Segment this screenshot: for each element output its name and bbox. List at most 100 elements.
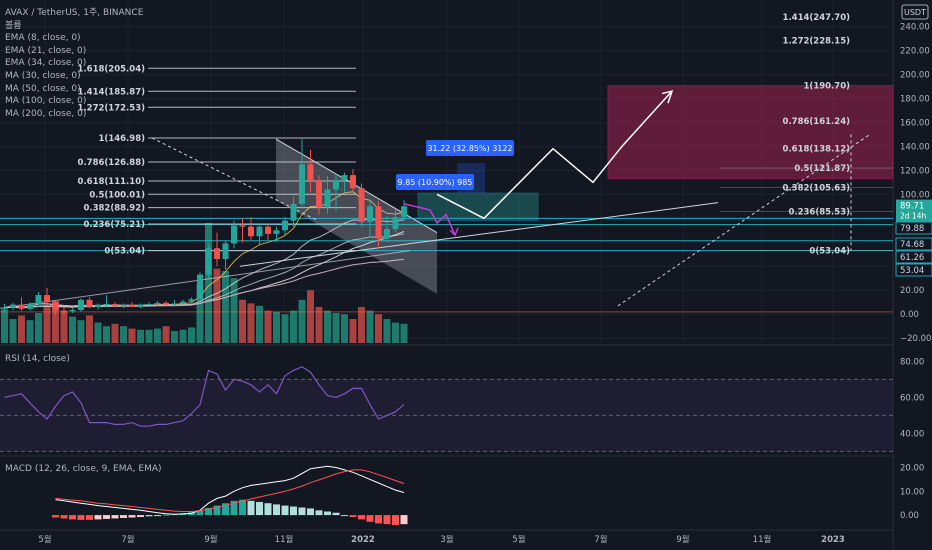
rsi-title[interactable]: RSI (14, close): [5, 354, 70, 364]
symbol-title[interactable]: AVAX / TetherUS, 1주, BINANCE: [5, 8, 144, 18]
volume-label[interactable]: 볼륨: [5, 20, 22, 31]
candle-body: [222, 243, 229, 260]
candle-body: [290, 203, 297, 221]
price-axis[interactable]: USDT 240.00 220.00 200.00 180.00 160.00 140.00…: [894, 0, 932, 550]
macd-histogram-bar: [145, 515, 153, 517]
measure-badge-text: 31.22 (32.85%) 3122: [427, 144, 512, 153]
candle-body: [1, 307, 8, 309]
fib-level-label: 0(53.04): [104, 247, 145, 257]
fib-level-label: 1.272(172.53): [78, 103, 146, 113]
volume-bar: [324, 310, 331, 343]
fib-level-label: 1.414(247.70): [783, 13, 851, 23]
macd-histogram-bar: [264, 503, 272, 516]
macd-pane: [52, 465, 408, 526]
candle-body: [112, 304, 118, 306]
volume-bar: [349, 319, 357, 343]
volume-bar: [222, 271, 229, 343]
volume-bar: [128, 328, 136, 343]
candle-body: [180, 301, 186, 304]
volume-bar: [213, 268, 221, 343]
volume-bar: [298, 299, 306, 343]
trendline-rising: [239, 202, 719, 267]
candle-body: [248, 226, 254, 237]
volume-bars: [1, 223, 408, 343]
macd-title[interactable]: MACD (12, 26, close, 9, EMA, EMA): [5, 464, 162, 474]
indicator-ma-100[interactable]: MA (100, close, 0): [5, 96, 87, 107]
volume-bar: [18, 315, 25, 343]
indicator-ma-30[interactable]: MA (30, close, 0): [5, 70, 81, 81]
fib-level-label: 1.618(205.04): [78, 64, 146, 74]
candle-body: [197, 274, 203, 300]
macd-histogram-bar: [298, 507, 306, 516]
macd-histogram-bar: [103, 515, 110, 519]
indicator-ema-34[interactable]: EMA (34, close, 0): [5, 58, 87, 69]
candle-body: [86, 299, 93, 308]
last-price-value: 89.71: [900, 202, 924, 212]
time-tick-label: 11월: [275, 534, 294, 545]
fib-level-label: 1.414(185.87): [78, 87, 146, 97]
volume-bar: [60, 310, 68, 343]
volume-bar: [400, 323, 408, 343]
candle-body: [35, 295, 42, 305]
volume-bar: [9, 319, 17, 343]
fib-level-label: 0.618(111.10): [78, 177, 146, 187]
macd-histogram-bar: [247, 500, 255, 516]
indicator-ma-200[interactable]: MA (200, close, 0): [5, 108, 87, 119]
candle-body: [78, 299, 84, 311]
time-tick-label: 2023: [821, 535, 845, 545]
macd-histogram-bar: [281, 505, 289, 516]
candle-body: [69, 310, 76, 312]
candle-body: [375, 206, 382, 239]
candle-body: [265, 226, 271, 234]
candle-body: [205, 248, 212, 275]
volume-bar: [264, 310, 272, 343]
volume-bar: [281, 314, 289, 343]
time-tick-label: 5월: [38, 534, 51, 545]
fib-level-label: 0.236(75.21): [83, 220, 145, 230]
indicator-ma-50[interactable]: MA (50, close, 0): [5, 83, 81, 94]
volume-bar: [375, 314, 382, 343]
candle-body: [103, 304, 110, 306]
volume-bar: [247, 303, 255, 343]
projected-path: [436, 90, 673, 220]
indicator-ema-8[interactable]: EMA (8, close, 0): [5, 33, 81, 44]
candle-body: [154, 302, 161, 305]
ma-100-line: [4, 258, 405, 309]
macd-histogram-bar: [86, 515, 93, 520]
candle-body: [214, 248, 220, 260]
volume-bar: [332, 313, 340, 343]
time-axis[interactable]: 5월 7월 9월 11월 2022 3월 5월 7월 9월 11월 2023: [38, 534, 845, 545]
short-term-arrowhead: [449, 227, 459, 237]
price-tick-label: 100.00: [900, 190, 930, 200]
candle-body: [146, 304, 152, 306]
macd-histogram-bar: [111, 515, 119, 519]
candle-body: [333, 179, 339, 190]
macd-tick-label: 0.00: [900, 511, 919, 521]
price-marker: [895, 237, 932, 251]
macd-histogram-bar: [205, 507, 212, 516]
candle-body: [350, 175, 356, 189]
price-tick-label: 240.00: [900, 22, 930, 32]
candle-body: [384, 229, 390, 239]
candles: [1, 139, 407, 316]
volume-bar: [256, 305, 263, 343]
macd-histogram-bar: [315, 510, 323, 516]
candle-body: [299, 164, 305, 204]
price-marker-label: 74.68: [900, 240, 924, 250]
rsi-line: [4, 366, 405, 427]
volume-bar: [307, 290, 314, 343]
volume-bar: [77, 320, 85, 343]
fib-level-label: 0.5(100.01): [89, 190, 145, 200]
volume-bar: [205, 223, 212, 343]
volume-bar: [239, 299, 246, 343]
volume-bar: [290, 310, 297, 343]
indicator-ema-21[interactable]: EMA (21, close, 0): [5, 45, 87, 56]
macd-histogram-bar: [383, 515, 391, 525]
candle-body: [44, 295, 50, 303]
price-marker-label: 61.26: [900, 253, 924, 263]
signal-line: [55, 469, 405, 512]
macd-histogram-bar: [213, 505, 221, 516]
moving-averages: [0, 191, 893, 313]
time-tick-label: 7월: [121, 534, 134, 545]
